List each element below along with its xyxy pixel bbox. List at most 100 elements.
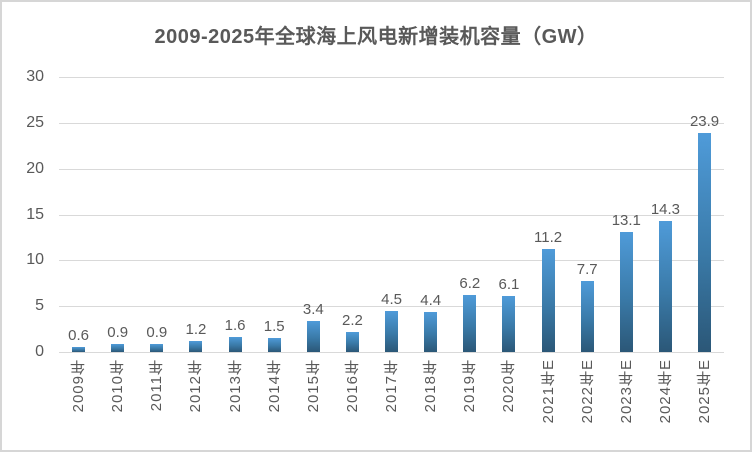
x-tick-label: 2021年E	[539, 359, 557, 424]
bar-slot: 14.3	[646, 77, 685, 352]
bar	[267, 338, 281, 352]
x-tick-label: 2024年E	[656, 359, 674, 424]
y-tick-label: 20	[26, 159, 44, 177]
bar-slot: 4.4	[411, 77, 450, 352]
x-tick-slot: 2017年	[372, 359, 411, 412]
gridline	[59, 260, 724, 262]
gridline	[59, 352, 724, 353]
gridline	[59, 122, 724, 124]
bar	[228, 337, 242, 352]
x-tick-slot: 2020年	[489, 359, 528, 412]
x-tick-label: 2014年	[265, 359, 283, 413]
bar	[658, 220, 672, 352]
bar	[189, 341, 203, 352]
x-tick-label: 2013年	[226, 359, 244, 413]
x-tick-slot: 2019年	[450, 359, 489, 412]
gridline	[59, 306, 724, 308]
bar	[385, 310, 399, 352]
x-tick-slot: 2010年	[98, 359, 137, 412]
bar	[463, 295, 477, 352]
y-tick-label: 25	[26, 113, 44, 131]
bar-data-label: 1.5	[263, 318, 285, 336]
bar-slot: 13.1	[607, 77, 646, 352]
bar	[424, 311, 438, 352]
bar-data-label: 11.2	[534, 229, 563, 247]
x-tick-slot: 2013年	[216, 359, 255, 412]
bar-slot: 6.2	[450, 77, 489, 352]
bar	[502, 296, 516, 352]
bar-slot: 1.2	[176, 77, 215, 352]
bar-data-label: 2.2	[342, 311, 363, 329]
bar	[345, 331, 359, 352]
x-tick-label: 2016年	[343, 359, 361, 413]
x-tick-label: 2025年E	[696, 359, 714, 424]
bar	[111, 343, 125, 352]
y-tick-label: 15	[26, 205, 44, 223]
bar-slot: 4.5	[372, 77, 411, 352]
x-tick-slot: 2009年	[59, 359, 98, 412]
x-tick-slot: 2022年E	[568, 359, 607, 423]
bar-data-label: 7.7	[576, 261, 598, 279]
x-tick-slot: 2016年	[333, 359, 372, 412]
bar-data-label: 14.3	[650, 200, 681, 218]
bar-slot: 0.9	[98, 77, 137, 352]
gridline	[59, 77, 724, 78]
x-tick-slot: 2015年	[294, 359, 333, 412]
x-tick-label: 2022年E	[578, 359, 596, 424]
x-tick-label: 2011年	[148, 359, 166, 412]
bar-slot: 1.5	[255, 77, 294, 352]
bar	[580, 281, 594, 352]
bar-data-label: 13.1	[611, 211, 641, 229]
bar	[698, 132, 712, 352]
x-tick-label: 2018年	[422, 359, 440, 413]
bar-slot: 0.9	[137, 77, 176, 352]
x-tick-label: 2010年	[109, 359, 127, 413]
x-tick-label: 2019年	[461, 359, 479, 413]
bar-slot: 1.6	[216, 77, 255, 352]
y-tick-label: 0	[35, 343, 44, 360]
bar-slot: 6.1	[489, 77, 528, 352]
bar	[150, 343, 164, 352]
x-tick-slot: 2014年	[255, 359, 294, 412]
x-tick-label: 2023年E	[617, 359, 635, 424]
x-tick-slot: 2021年E	[529, 359, 568, 423]
bar-data-label: 0.6	[68, 326, 89, 344]
bar-slot: 2.2	[333, 77, 372, 352]
x-tick-slot: 2025年E	[685, 359, 724, 423]
x-tick-label: 2017年	[383, 359, 401, 413]
bar-data-label: 0.9	[146, 323, 168, 341]
x-tick-label: 2020年	[500, 359, 518, 413]
x-axis: 2009年 2010年 2011年 2012年 2013年 2014年 2015年 2016年…	[59, 359, 724, 423]
x-tick-label: 2009年	[70, 359, 88, 413]
plot-area: 0.6 0.9 0.9 1.2 1.6 1.5 3.4 2.2 4.5 4.4 6.2 6.1 11.2…	[59, 77, 724, 353]
x-tick-slot: 2018年	[411, 359, 450, 412]
x-tick-slot: 2024年E	[646, 359, 685, 423]
bar-slot: 3.4	[294, 77, 333, 352]
bar-slot: 23.9	[685, 77, 724, 352]
gridline	[59, 214, 724, 216]
bar-slot: 11.2	[529, 77, 568, 352]
bar-data-label: 4.4	[420, 291, 442, 309]
bar-data-label: 0.9	[107, 323, 129, 341]
bar	[306, 320, 320, 352]
bar-series: 0.6 0.9 0.9 1.2 1.6 1.5 3.4 2.2 4.5 4.4 6.2 6.1 11.2…	[59, 77, 724, 352]
chart-title: 2009-2025年全球海上风电新增装机容量（GW）	[154, 26, 598, 48]
bar-data-label: 1.2	[185, 321, 207, 338]
x-tick-slot: 2012年	[176, 359, 215, 412]
y-tick-label: 30	[26, 68, 44, 85]
bar	[72, 346, 86, 352]
x-tick-slot: 2011年	[137, 359, 176, 411]
bar-data-label: 6.2	[459, 275, 481, 293]
bar-slot: 7.7	[568, 77, 607, 352]
y-tick-label: 5	[35, 297, 44, 315]
bar-data-label: 23.9	[689, 112, 720, 130]
x-tick-label: 2012年	[187, 359, 205, 413]
bar-data-label: 6.1	[498, 276, 520, 294]
y-tick-label: 10	[26, 251, 44, 269]
x-tick-label: 2015年	[304, 359, 322, 413]
gridline	[59, 168, 724, 170]
bar	[541, 249, 555, 352]
bar-data-label: 4.5	[381, 290, 402, 308]
bar-data-label: 1.6	[224, 317, 246, 335]
